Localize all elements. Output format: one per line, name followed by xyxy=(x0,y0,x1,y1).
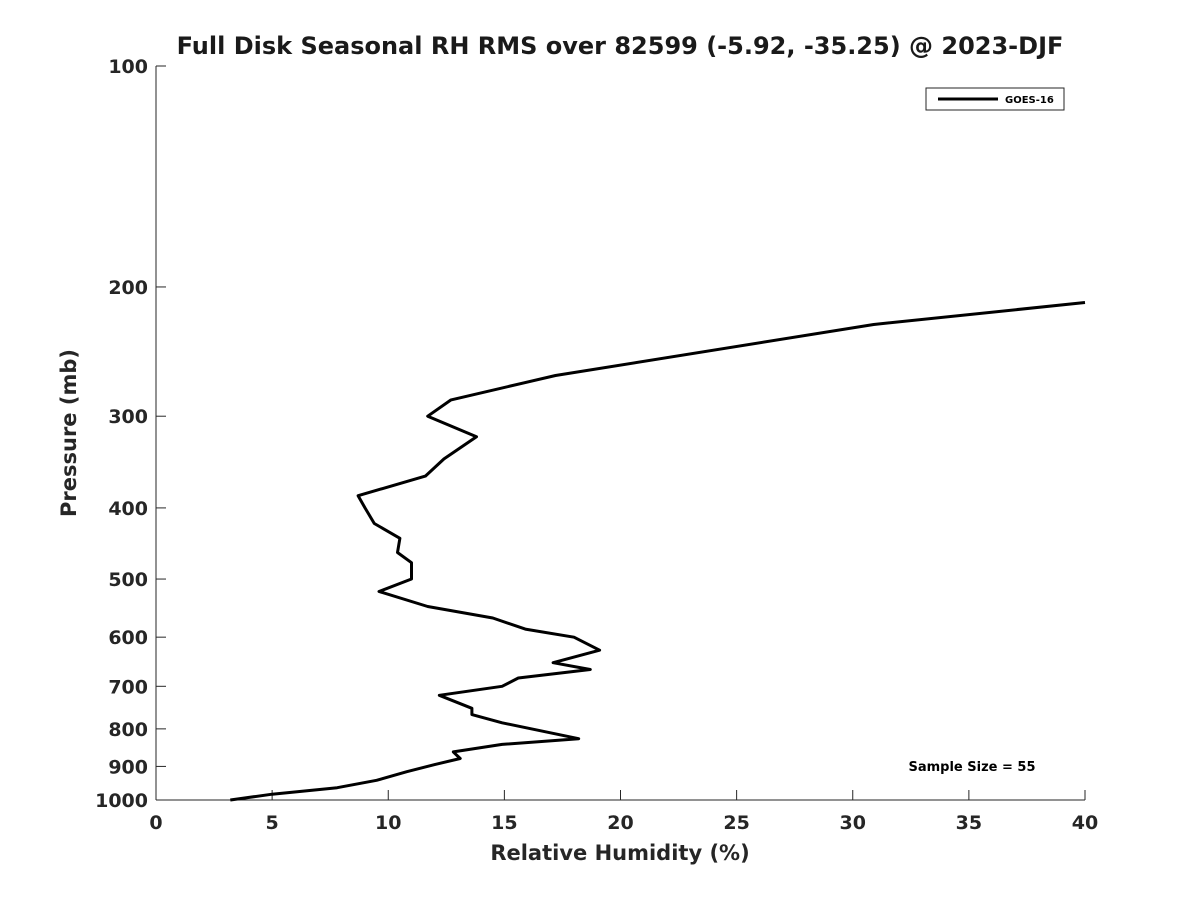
chart-title: Full Disk Seasonal RH RMS over 82599 (-5… xyxy=(177,32,1064,60)
y-axis-label: Pressure (mb) xyxy=(57,349,81,517)
y-tick-label: 200 xyxy=(108,277,148,299)
series-line-goes-16 xyxy=(230,301,1086,802)
plot-axes xyxy=(155,66,1085,801)
x-tick-label: 25 xyxy=(723,812,749,834)
x-tick-label: 20 xyxy=(607,812,633,834)
x-tick-label: 35 xyxy=(956,812,982,834)
legend-entry-label: GOES-16 xyxy=(1005,95,1054,106)
x-tick-label: 30 xyxy=(840,812,866,834)
y-tick-label: 900 xyxy=(108,756,148,778)
y-tick-label: 700 xyxy=(108,676,148,698)
data-series xyxy=(230,301,1086,802)
y-tick-label: 600 xyxy=(108,627,148,649)
x-tick-label: 0 xyxy=(149,812,162,834)
y-tick-label: 400 xyxy=(108,498,148,520)
x-tick-label: 15 xyxy=(491,812,517,834)
legend: GOES-16 xyxy=(925,87,1065,111)
y-tick-label: 500 xyxy=(108,569,148,591)
x-axis-label: Relative Humidity (%) xyxy=(490,841,749,865)
sample-size-annotation: Sample Size = 55 xyxy=(908,760,1035,775)
y-tick-label: 300 xyxy=(108,406,148,428)
x-tick-label: 40 xyxy=(1072,812,1098,834)
axis-ticks: 0 5 10 15 20 25 30 35 40 100 200 300 400 500 600 700 800… xyxy=(95,56,1098,834)
x-tick-label: 10 xyxy=(375,812,401,834)
y-tick-label: 1000 xyxy=(95,790,148,812)
y-tick-label: 800 xyxy=(108,719,148,741)
y-tick-label: 100 xyxy=(108,56,148,78)
x-tick-label: 5 xyxy=(266,812,279,834)
